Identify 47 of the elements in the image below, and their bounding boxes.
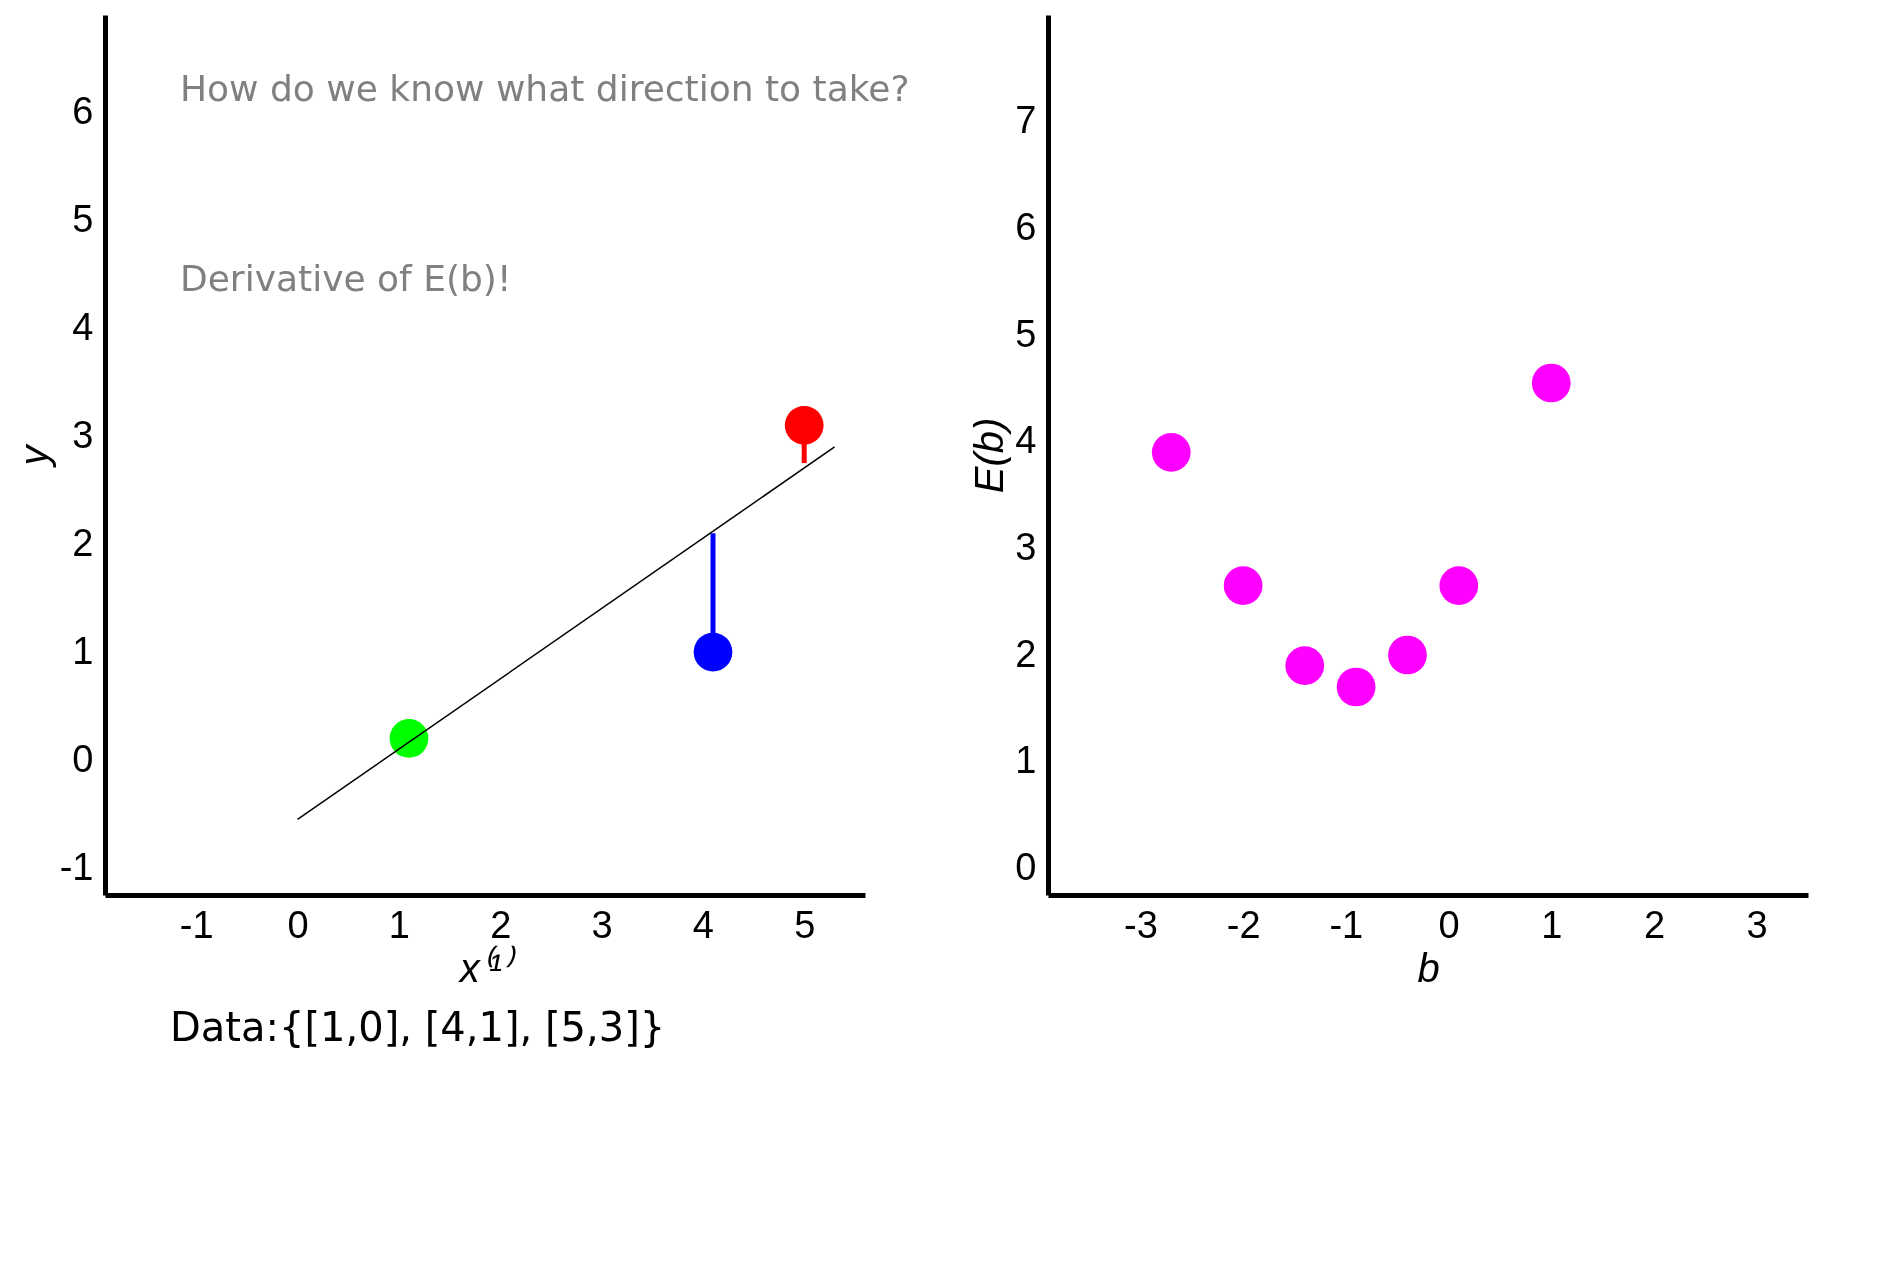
- y-tick-label: 0: [72, 737, 94, 780]
- x-tick-label: -1: [1329, 903, 1364, 946]
- point: [784, 405, 824, 445]
- y-tick-label: 5: [72, 197, 94, 240]
- y-tick-label: 3: [72, 413, 94, 456]
- y-tick-label: 4: [72, 305, 94, 348]
- point: [1285, 646, 1325, 685]
- x-tick-label: 0: [1438, 903, 1460, 946]
- point: [1223, 566, 1263, 605]
- x-tick-label: 4: [692, 903, 714, 946]
- x-tick-label: 1: [388, 903, 410, 946]
- annotation: How do we know what direction to take?: [180, 68, 910, 109]
- point: [1336, 667, 1376, 707]
- point: [1388, 635, 1427, 675]
- x-tick-label: 2: [1643, 903, 1666, 946]
- y-tick-label: 2: [1015, 632, 1037, 675]
- y-tick-label: 2: [72, 521, 94, 564]
- x-tick-label: 3: [591, 903, 613, 946]
- x-tick-label: -1: [179, 903, 214, 946]
- point: [1439, 566, 1479, 605]
- y-tick-label: 4: [1015, 419, 1037, 462]
- x-tick-label: 5: [794, 903, 816, 946]
- y-tick-label: 1: [72, 629, 94, 672]
- point: [693, 632, 733, 672]
- x-tick-label: 0: [287, 903, 309, 946]
- y-tick-label: 6: [1015, 205, 1037, 248]
- point: [1531, 363, 1571, 403]
- x-axis-title: b: [1417, 945, 1440, 990]
- x-tick-label: 1: [1541, 903, 1563, 946]
- y-tick-label: 0: [1015, 845, 1037, 888]
- y-tick-label: 6: [72, 89, 94, 132]
- x-tick-label: 2: [490, 903, 512, 946]
- y-axis-title: E(b): [967, 417, 1012, 494]
- x-axis-title: x⁽¹⁾: [457, 944, 517, 990]
- x-tick-label: 3: [1746, 903, 1768, 946]
- x-tick-label: -3: [1124, 903, 1158, 946]
- y-tick-label: -1: [59, 845, 94, 888]
- annotation: Derivative of E(b)!: [180, 258, 512, 299]
- point: [389, 719, 429, 758]
- y-tick-label: 7: [1015, 99, 1037, 142]
- x-tick-label: -2: [1226, 903, 1261, 946]
- y-tick-label: 3: [1015, 525, 1037, 568]
- y-tick-label: 1: [1015, 739, 1037, 782]
- y-tick-label: 5: [1015, 312, 1037, 355]
- y-axis-title: y: [11, 442, 56, 469]
- point: [1151, 433, 1191, 472]
- text: Data:{[1,0], [4,1], [5,3]}: [170, 1004, 667, 1050]
